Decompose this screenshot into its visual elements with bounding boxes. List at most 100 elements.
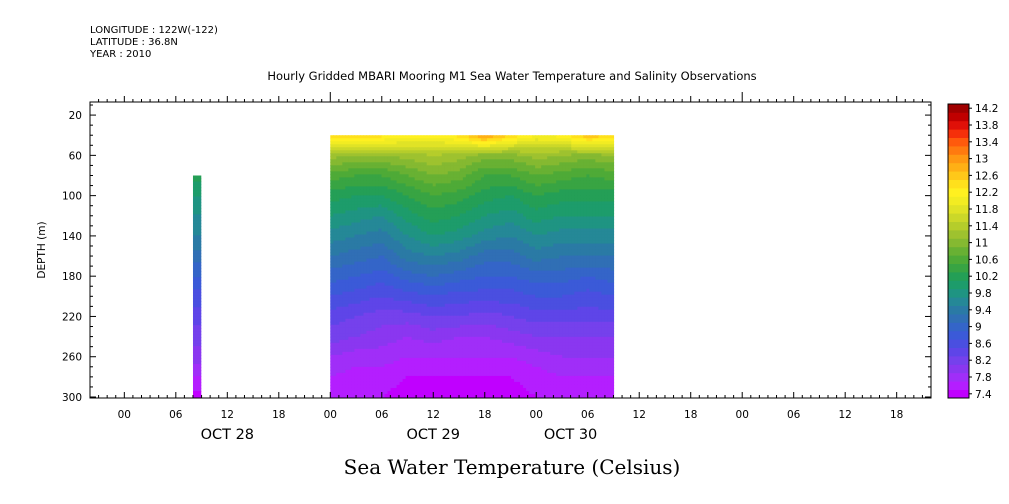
heatmap-cell	[357, 306, 362, 311]
heatmap-cell	[390, 201, 395, 206]
heatmap-cell	[393, 138, 398, 142]
heatmap-cell	[366, 156, 371, 160]
heatmap-cell	[423, 240, 428, 245]
heatmap-cell	[345, 180, 349, 184]
heatmap-cell	[471, 360, 476, 365]
heatmap-cell	[372, 297, 377, 302]
heatmap-cell	[420, 300, 425, 305]
heatmap-cell	[399, 270, 404, 275]
heatmap-cell	[444, 339, 449, 344]
heatmap-cell	[198, 247, 202, 251]
heatmap-cell	[477, 312, 482, 317]
heatmap-cell	[357, 192, 362, 196]
heatmap-cell	[432, 174, 437, 178]
heatmap-cell	[486, 291, 491, 296]
heatmap-cell	[459, 249, 464, 254]
heatmap-cell	[354, 318, 358, 323]
heatmap-cell	[357, 348, 362, 353]
heatmap-cell	[426, 300, 431, 305]
heatmap-cell	[456, 330, 461, 335]
heatmap-cell	[462, 201, 467, 206]
heatmap-cell	[447, 165, 452, 169]
heatmap-cell	[390, 390, 395, 395]
heatmap-cell	[405, 282, 410, 287]
heatmap-cell	[447, 255, 452, 260]
heatmap-cell	[450, 171, 455, 175]
heatmap-cell	[384, 288, 389, 293]
heatmap-cell	[480, 366, 485, 371]
heatmap-cell	[342, 162, 346, 166]
heatmap-cell	[342, 315, 346, 320]
heatmap-cell	[417, 387, 422, 392]
heatmap-cell	[411, 228, 416, 233]
heatmap-cell	[483, 315, 488, 320]
heatmap-cell	[387, 327, 392, 332]
heatmap-cell	[360, 231, 365, 236]
heatmap-cell	[492, 198, 497, 203]
heatmap-cell	[411, 339, 416, 344]
heatmap-cell	[399, 234, 404, 239]
heatmap-cell	[369, 192, 374, 196]
heatmap-cell	[405, 180, 410, 184]
heatmap-cell	[375, 273, 380, 278]
heatmap-cell	[411, 198, 416, 203]
heatmap-cell	[426, 261, 431, 266]
heatmap-cell	[348, 141, 352, 145]
heatmap-cell	[420, 249, 425, 254]
heatmap-cell	[408, 135, 413, 139]
heatmap-cell	[429, 288, 434, 293]
heatmap-cell	[438, 366, 443, 371]
heatmap-cell	[351, 348, 355, 353]
heatmap-cell	[387, 144, 392, 148]
heatmap-cell	[471, 177, 476, 181]
heatmap-cell	[402, 387, 407, 392]
heatmap-cell	[444, 363, 449, 368]
heatmap-cell	[195, 325, 199, 329]
heatmap-cell	[402, 228, 407, 233]
heatmap-cell	[462, 372, 467, 377]
heatmap-cell	[198, 313, 202, 317]
heatmap-cell	[402, 150, 407, 154]
heatmap-cell	[438, 171, 443, 175]
heatmap-cell	[360, 177, 365, 181]
heatmap-cell	[417, 318, 422, 323]
heatmap-cell	[438, 174, 443, 178]
heatmap-cell	[444, 243, 449, 248]
heatmap-cell	[465, 204, 470, 209]
heatmap-cell	[360, 357, 365, 362]
heatmap-cell	[471, 381, 476, 386]
heatmap-cell	[471, 318, 476, 323]
heatmap-cell	[474, 363, 479, 368]
heatmap-cell	[396, 135, 401, 139]
heatmap-cell	[339, 309, 343, 314]
heatmap-cell	[354, 300, 358, 305]
heatmap-cell	[417, 192, 422, 196]
heatmap-cell	[198, 181, 202, 186]
heatmap-cell	[423, 357, 428, 362]
heatmap-cell	[390, 234, 395, 239]
heatmap-cell	[378, 183, 383, 187]
heatmap-cell	[198, 322, 202, 326]
heatmap-cell	[378, 288, 383, 293]
heatmap-cell	[444, 252, 449, 257]
heatmap-cell	[348, 294, 352, 299]
heatmap-cell	[465, 228, 470, 233]
heatmap-cell	[447, 174, 452, 178]
heatmap-cell	[366, 276, 371, 281]
heatmap-cell	[462, 210, 467, 215]
heatmap-cell	[459, 285, 464, 290]
heatmap-cell	[453, 276, 458, 281]
heatmap-cell	[333, 279, 337, 284]
heatmap-cell	[423, 288, 428, 293]
heatmap-cell	[489, 348, 494, 353]
heatmap-cell	[372, 294, 377, 299]
heatmap-cell	[381, 339, 386, 344]
heatmap-cell	[450, 240, 455, 245]
heatmap-cell	[420, 153, 425, 157]
heatmap-cell	[360, 201, 365, 206]
heatmap-cell	[429, 366, 434, 371]
heatmap-cell	[408, 192, 413, 196]
heatmap-cell	[441, 348, 446, 353]
heatmap-cell	[195, 280, 199, 284]
heatmap-cell	[384, 228, 389, 233]
